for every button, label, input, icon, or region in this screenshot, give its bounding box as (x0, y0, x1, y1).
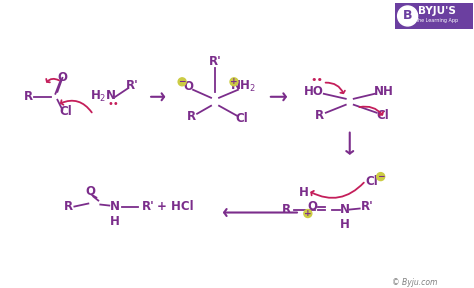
Text: H: H (299, 186, 309, 199)
Text: −: − (377, 172, 384, 181)
Circle shape (304, 210, 312, 217)
Text: H: H (110, 215, 120, 228)
Text: Cl: Cl (236, 112, 248, 125)
Text: B: B (403, 10, 412, 22)
Text: R': R' (126, 79, 138, 92)
Text: O: O (308, 200, 318, 213)
Text: R: R (283, 203, 292, 216)
Circle shape (178, 78, 186, 86)
Text: Cl: Cl (365, 175, 378, 188)
Circle shape (230, 78, 238, 86)
Text: NH: NH (374, 85, 393, 98)
Text: + HCl: + HCl (157, 200, 193, 213)
Text: BYJU'S: BYJU'S (418, 6, 456, 16)
Text: Cl: Cl (59, 105, 72, 118)
Text: N: N (110, 200, 120, 213)
Text: R': R' (142, 200, 155, 213)
Text: Cl: Cl (376, 109, 389, 122)
Text: H: H (340, 218, 350, 231)
Text: O: O (57, 71, 67, 84)
Text: © Byju.com: © Byju.com (392, 278, 438, 287)
Bar (395, 3, 471, 29)
Text: O: O (183, 80, 193, 93)
Text: R: R (24, 90, 33, 103)
Text: +: + (230, 77, 238, 86)
Text: ••: •• (310, 75, 323, 85)
Bar (471, 3, 474, 29)
Circle shape (377, 173, 385, 181)
Text: H$_2$N: H$_2$N (90, 89, 117, 104)
Text: R': R' (361, 200, 374, 213)
Text: HO: HO (304, 85, 324, 98)
Text: R: R (64, 200, 73, 213)
Text: The Learning App: The Learning App (415, 18, 458, 23)
Text: N: N (340, 203, 350, 216)
Circle shape (398, 6, 418, 26)
Text: ••: •• (108, 99, 119, 109)
Text: R: R (187, 110, 196, 123)
Text: O: O (85, 185, 95, 198)
Text: +: + (304, 209, 311, 218)
Text: −: − (178, 77, 186, 86)
Text: R': R' (209, 55, 221, 68)
Text: R: R (315, 109, 324, 122)
Text: NH$_2$: NH$_2$ (230, 79, 256, 94)
